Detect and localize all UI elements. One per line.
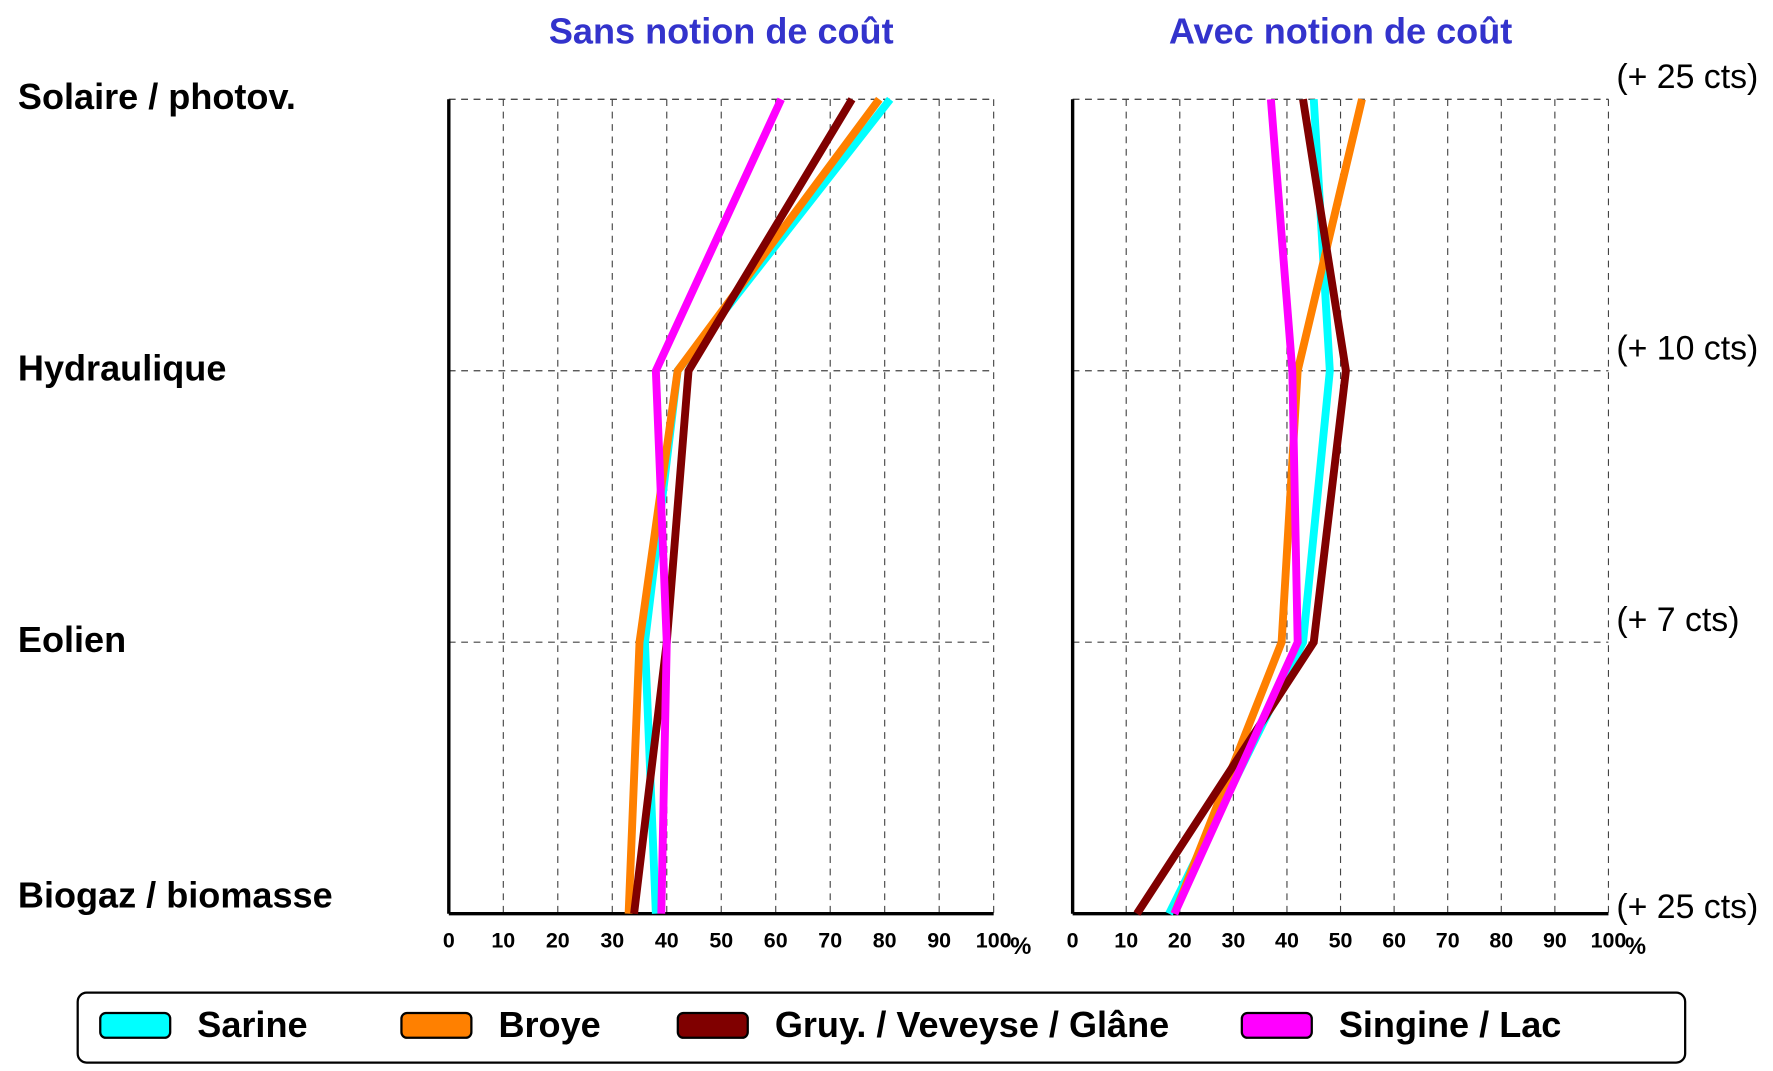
- series-line: [630, 97, 856, 915]
- series-line: [1133, 98, 1350, 916]
- series-line: [1170, 98, 1302, 916]
- x-tick-label: 10: [1114, 929, 1138, 953]
- category-label: (+ 25 cts): [1616, 58, 1758, 96]
- category-label: Biogaz / biomasse: [18, 874, 333, 915]
- x-tick-label: 70: [818, 929, 842, 953]
- legend-label: Broye: [498, 1004, 600, 1045]
- x-axis-label: %: [1010, 934, 1031, 960]
- legend-label: Sarine: [197, 1004, 307, 1045]
- legend-swatch: [99, 1011, 172, 1039]
- x-tick-label: 80: [1489, 929, 1513, 953]
- x-tick-label: 40: [655, 929, 679, 953]
- x-tick-label: 60: [1382, 929, 1406, 953]
- category-label: Eolien: [18, 619, 126, 660]
- category-label: (+ 7 cts): [1616, 601, 1739, 639]
- x-tick-label: 100: [976, 929, 1012, 953]
- legend-swatch: [400, 1011, 473, 1039]
- x-tick-label: 90: [1543, 929, 1567, 953]
- chart-title: Sans notion de coût: [549, 10, 894, 51]
- category-label: (+ 25 cts): [1616, 888, 1758, 926]
- x-tick-label: 100: [1591, 929, 1627, 953]
- series-line: [1165, 99, 1334, 916]
- series-line: [1170, 98, 1366, 916]
- series-line: [651, 97, 785, 914]
- x-tick-label: 30: [1221, 929, 1245, 953]
- x-tick-label: 70: [1436, 929, 1460, 953]
- series-line: [641, 96, 894, 914]
- chart-title: Avec notion de coût: [1169, 10, 1512, 51]
- category-label: Solaire / photov.: [18, 76, 296, 117]
- x-tick-label: 20: [1168, 929, 1192, 953]
- x-tick-label: 20: [546, 929, 570, 953]
- x-tick-label: 10: [491, 929, 515, 953]
- legend-swatch: [676, 1011, 749, 1039]
- x-tick-label: 30: [600, 929, 624, 953]
- x-tick-label: 50: [709, 929, 733, 953]
- x-tick-label: 60: [764, 929, 788, 953]
- x-tick-label: 90: [927, 929, 951, 953]
- legend-label: Singine / Lac: [1339, 1004, 1562, 1045]
- x-tick-label: 50: [1329, 929, 1353, 953]
- x-tick-label: 40: [1275, 929, 1299, 953]
- x-tick-label: 80: [873, 929, 897, 953]
- category-label: (+ 10 cts): [1616, 329, 1758, 367]
- legend-label: Gruy. / Veveyse / Glâne: [775, 1004, 1169, 1045]
- x-tick-label: 0: [443, 929, 455, 953]
- category-label: Hydraulique: [18, 347, 226, 388]
- x-tick-label: 0: [1067, 929, 1079, 953]
- x-axis-label: %: [1625, 934, 1646, 960]
- legend-swatch: [1240, 1011, 1313, 1039]
- legend-box: [76, 991, 1687, 1064]
